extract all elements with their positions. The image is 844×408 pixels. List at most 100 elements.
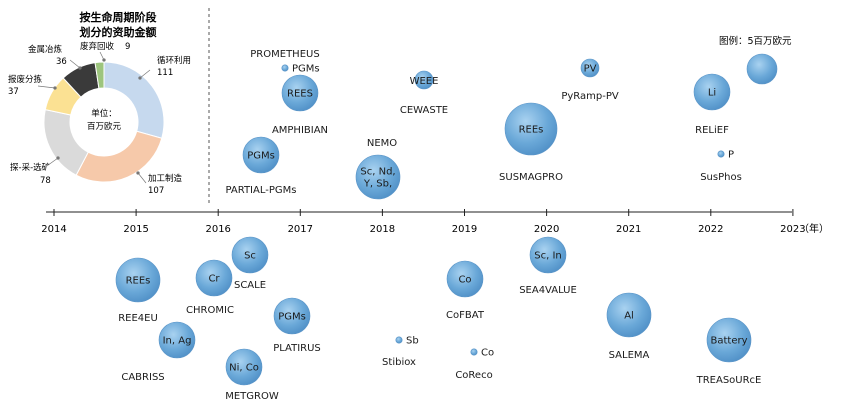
above-bubble-text-prometheus: PGMs bbox=[292, 64, 320, 75]
above-bubble-text-nemo: Sc, Nd, bbox=[360, 167, 395, 178]
label-disposal-name: 废弃回收 bbox=[80, 41, 115, 52]
above-name-partial-pgms: PARTIAL-PGMs bbox=[226, 185, 297, 196]
below-bubble-platirus bbox=[273, 297, 311, 335]
below-bubble-text-platirus: PGMs bbox=[278, 312, 306, 323]
below-bubble-salema bbox=[606, 292, 652, 338]
year-label-2023: 2023 bbox=[780, 224, 805, 235]
below-bubble-text-stibiox: Sb bbox=[406, 336, 419, 347]
above-bubble-susphos bbox=[717, 150, 725, 158]
year-label-2018: 2018 bbox=[370, 224, 395, 235]
year-label-2020: 2020 bbox=[534, 224, 559, 235]
below-name-ree4eu: REE4EU bbox=[118, 313, 158, 324]
projects-above: PGMs PROMETHEUS REES AMPHIBIAN PGMs PARTIAL-P… bbox=[226, 49, 742, 200]
below-bubble-text-sea4value: Sc, In bbox=[534, 251, 562, 262]
below-bubble-ree4eu bbox=[115, 257, 161, 303]
below-bubble-sea4value bbox=[529, 236, 567, 274]
below-name-cofbat: CoFBAT bbox=[446, 310, 485, 321]
below-bubble-cofbat bbox=[446, 260, 484, 298]
below-bubble-stibiox bbox=[395, 336, 403, 344]
below-name-platirus: PLATIRUS bbox=[273, 343, 321, 354]
legend-label: 图例：5百万欧元 bbox=[719, 35, 792, 47]
above-bubble-text-partial-pgms: PGMs bbox=[247, 151, 275, 162]
above-bubble-nemo bbox=[355, 154, 401, 200]
above-name-prometheus: PROMETHEUS bbox=[250, 49, 319, 60]
donut-segment- bbox=[94, 61, 105, 89]
above-bubble-weee bbox=[414, 70, 434, 90]
projects-below: REEs REE4EU Cr CHROMIC Sc SCALE In, Ag CABRISS N… bbox=[115, 236, 762, 402]
above-name-relief: RELiEF bbox=[695, 125, 729, 136]
year-label-2015: 2015 bbox=[123, 224, 148, 235]
below-bubble-scale bbox=[231, 236, 269, 274]
label-mining-value: 78 bbox=[40, 176, 51, 186]
below-name-sea4value: SEA4VALUE bbox=[519, 285, 577, 296]
below-name-cabriss: CABRISS bbox=[121, 372, 164, 383]
label-sorting-name: 报废分拣 bbox=[8, 74, 43, 85]
below-bubble-text-salema: Al bbox=[624, 311, 634, 322]
above-bubble-text-pyramp-pv: PV bbox=[584, 64, 597, 75]
year-label-2021: 2021 bbox=[616, 224, 641, 235]
above-bubble-relief bbox=[693, 73, 731, 111]
timeline-ticks: 2014 2015 2016 2017 2018 2019 2020 2021 2022 2023 bbox=[41, 209, 806, 235]
above-bubble-amphibian bbox=[281, 74, 319, 112]
below-bubble-metgrow bbox=[225, 348, 263, 386]
year-label-2017: 2017 bbox=[288, 224, 313, 235]
donut-leader-lines bbox=[37, 51, 151, 184]
above-bubble-pyramp-pv bbox=[580, 58, 600, 78]
below-bubble-coreco bbox=[470, 348, 478, 356]
year-label-2022: 2022 bbox=[698, 224, 723, 235]
label-processing-name: 加工制造 bbox=[148, 173, 183, 184]
below-bubble-treasource bbox=[706, 317, 752, 363]
legend-bubble bbox=[746, 53, 778, 85]
above-name-weee: WEEE bbox=[410, 76, 439, 87]
label-sorting-value: 37 bbox=[8, 87, 19, 97]
below-bubble-text-chromic: Cr bbox=[208, 274, 220, 285]
above-name-cewaste: CEWASTE bbox=[400, 105, 448, 116]
above-bubble-partial-pgms bbox=[242, 136, 280, 174]
year-label-2014: 2014 bbox=[41, 224, 66, 235]
donut-center-line1: 单位： bbox=[91, 108, 117, 119]
above-bubble-text-nemo: Y, Sb, bbox=[363, 179, 392, 190]
above-bubble-prometheus bbox=[281, 64, 289, 72]
label-processing-value: 107 bbox=[148, 186, 164, 196]
below-name-scale: SCALE bbox=[234, 280, 266, 291]
below-name-stibiox: Stibiox bbox=[382, 357, 416, 368]
below-bubble-chromic bbox=[195, 259, 233, 297]
year-unit: （年） bbox=[799, 222, 829, 235]
label-mining-name: 探-采-选矿 bbox=[10, 162, 51, 173]
above-bubble-text-susphos: P bbox=[728, 150, 734, 161]
above-bubble-text-relief: Li bbox=[708, 88, 716, 99]
below-name-chromic: CHROMIC bbox=[186, 305, 234, 316]
year-label-2016: 2016 bbox=[205, 224, 230, 235]
below-bubble-text-treasource: Battery bbox=[710, 336, 747, 347]
donut-chart bbox=[43, 61, 165, 183]
label-smelting-value: 36 bbox=[56, 57, 67, 67]
label-smelting-name: 金属冶炼 bbox=[28, 44, 63, 55]
below-bubble-text-cabriss: In, Ag bbox=[163, 336, 192, 347]
label-disposal-value: 9 bbox=[125, 42, 130, 52]
below-name-treasource: TREASoURcE bbox=[696, 375, 762, 386]
above-bubble-text-susmagpro: REEs bbox=[519, 125, 544, 136]
below-name-salema: SALEMA bbox=[609, 350, 650, 361]
below-bubble-text-coreco: Co bbox=[481, 348, 494, 359]
below-bubble-text-ree4eu: REEs bbox=[126, 276, 151, 287]
above-bubble-susmagpro bbox=[504, 102, 558, 156]
donut-title-line2: 划分的资助金额 bbox=[80, 25, 157, 39]
donut-title-line1: 按生命周期阶段 bbox=[80, 10, 157, 24]
below-name-coreco: CoReco bbox=[455, 370, 492, 381]
label-recycling-name: 循环利用 bbox=[157, 55, 191, 66]
label-recycling-value: 111 bbox=[157, 68, 173, 78]
above-name-susphos: SusPhos bbox=[700, 172, 742, 183]
above-name-susmagpro: SUSMAGPRO bbox=[499, 172, 563, 183]
donut-center-line2: 百万欧元 bbox=[87, 121, 122, 132]
below-bubble-text-scale: Sc bbox=[244, 251, 256, 262]
below-name-metgrow: METGROW bbox=[225, 391, 279, 402]
below-bubble-text-metgrow: Ni, Co bbox=[229, 363, 259, 374]
donut-segment- bbox=[103, 61, 165, 139]
below-bubble-cabriss bbox=[158, 321, 196, 359]
above-name-amphibian: AMPHIBIAN bbox=[272, 125, 328, 136]
donut-labels: 循环利用 111 加工制造 107 探-采-选矿 78 报废分拣 37 金属冶炼… bbox=[8, 41, 191, 196]
above-name-pyramp-pv: PyRamp-PV bbox=[561, 91, 619, 102]
above-name-nemo: NEMO bbox=[367, 138, 397, 149]
